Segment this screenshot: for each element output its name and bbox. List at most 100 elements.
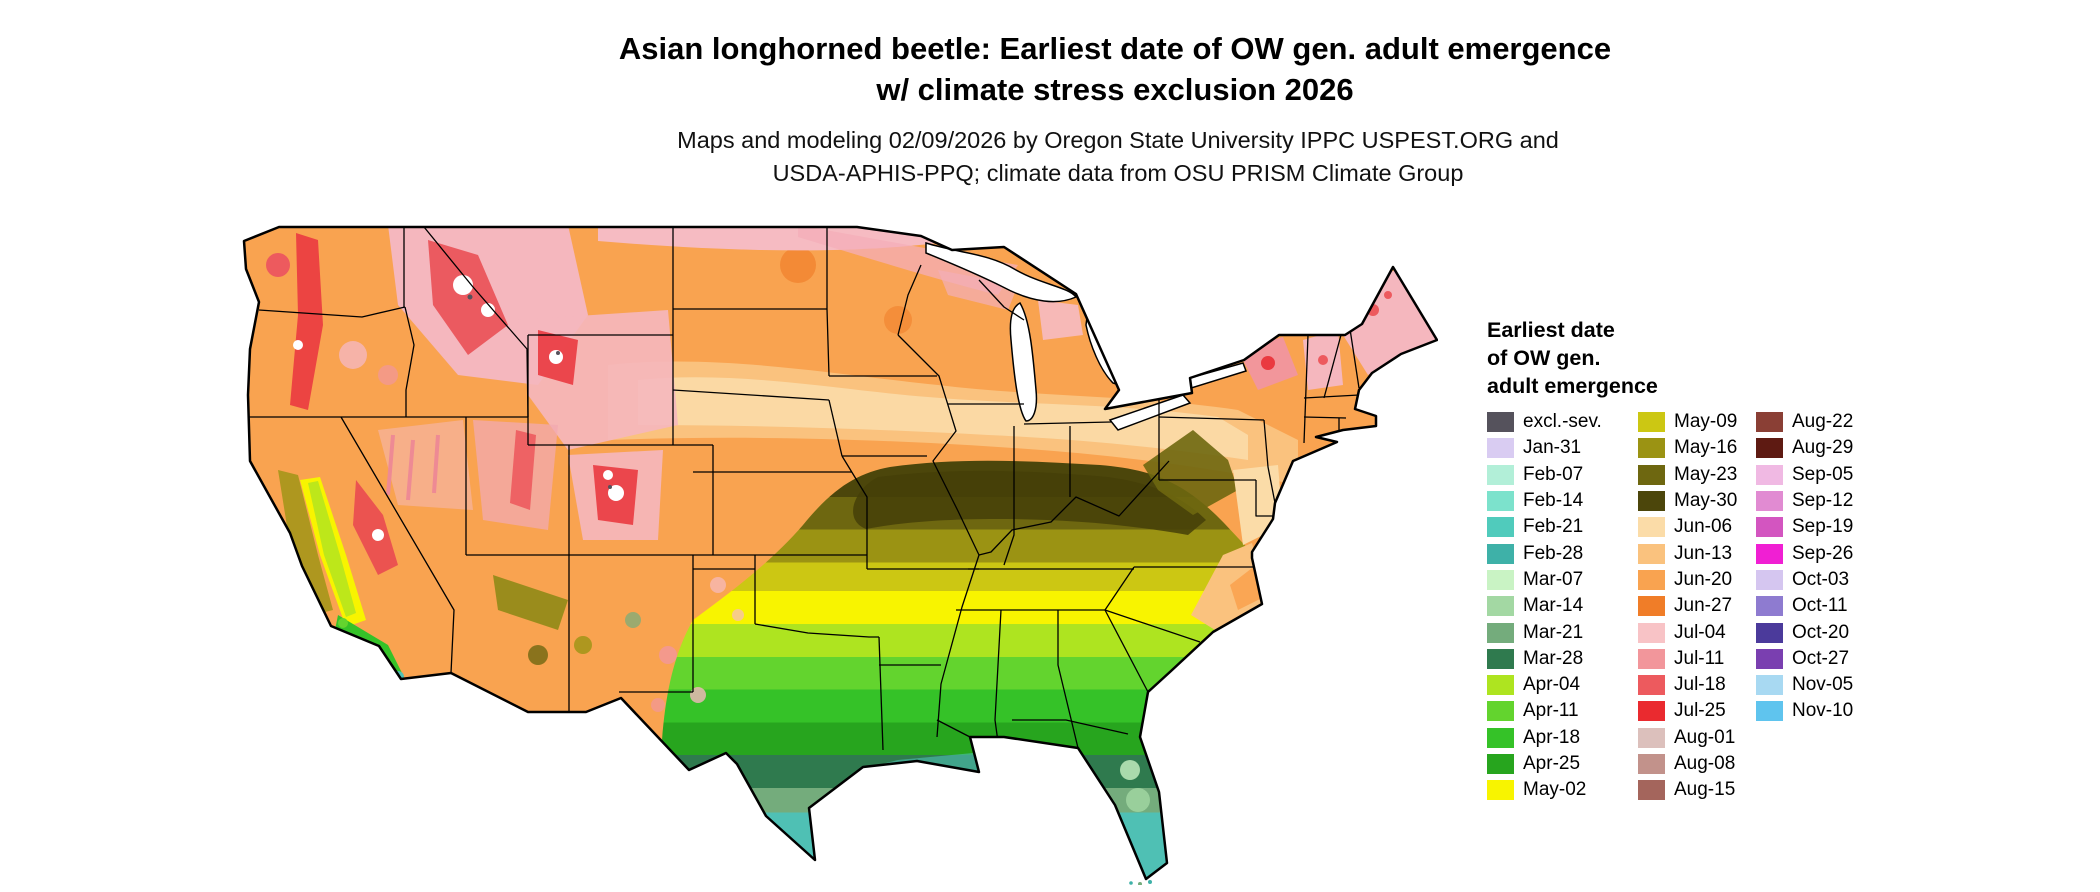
legend-label: Apr-25 (1523, 753, 1581, 774)
legend-entry: Feb-07 (1487, 462, 1638, 488)
legend-swatch (1487, 464, 1514, 485)
legend-label: Jul-11 (1674, 647, 1725, 669)
legend-label: May-30 (1674, 490, 1738, 512)
legend-swatch (1756, 675, 1783, 696)
legend-swatch (1487, 622, 1514, 643)
legend-label: Apr-11 (1523, 700, 1579, 722)
legend-swatch (1756, 438, 1783, 459)
legend: Earliest date of OW gen. adult emergence… (1487, 316, 1853, 803)
legend-entry: May-30 (1638, 488, 1756, 514)
legend-label: Oct-03 (1792, 568, 1850, 590)
legend-entry: Jun-13 (1638, 540, 1756, 566)
legend-entry: Aug-22 (1756, 409, 1853, 435)
legend-label: excl.-sev. (1523, 411, 1602, 433)
legend-column: May-09 May-16 May-23 May-30 Jun-06 Jun-13 Jun-… (1638, 409, 1756, 803)
legend-swatch (1638, 464, 1665, 485)
legend-label: Feb-14 (1523, 490, 1584, 512)
legend-entry: excl.-sev. (1487, 409, 1638, 435)
legend-swatch (1756, 491, 1783, 512)
legend-entry: Sep-05 (1756, 462, 1853, 488)
legend-label: May-09 (1674, 411, 1738, 433)
legend-label: Jan-31 (1523, 437, 1582, 459)
legend-label: Jul-25 (1674, 700, 1726, 722)
legend-entry: Jan-31 (1487, 435, 1638, 461)
legend-swatch (1638, 701, 1665, 722)
legend-entry: Aug-08 (1638, 751, 1756, 777)
legend-column: excl.-sev. Jan-31 Feb-07 Feb-14 Feb-21 Feb-28… (1487, 409, 1638, 803)
legend-label: Nov-10 (1792, 700, 1854, 722)
legend-entry: Oct-27 (1756, 646, 1853, 672)
legend-entry: Aug-01 (1638, 725, 1756, 751)
legend-label: Mar-07 (1523, 568, 1584, 590)
legend-entry: Oct-03 (1756, 567, 1853, 593)
legend-swatch (1487, 517, 1514, 538)
legend-swatch (1487, 780, 1514, 801)
legend-entry: Mar-07 (1487, 567, 1638, 593)
legend-label: Aug-08 (1674, 753, 1736, 774)
legend-swatch (1638, 438, 1665, 459)
legend-swatch (1638, 727, 1665, 748)
legend-label: Jun-13 (1674, 542, 1733, 564)
legend-swatch (1638, 780, 1665, 801)
legend-label: May-02 (1523, 779, 1587, 801)
legend-title-line1: Earliest date (1487, 318, 1615, 342)
legend-entry: Jun-20 (1638, 567, 1756, 593)
legend-swatch (1756, 543, 1783, 564)
legend-entry: Aug-15 (1638, 777, 1756, 803)
legend-label: Jul-18 (1674, 674, 1726, 696)
legend-entry: May-23 (1638, 462, 1756, 488)
legend-label: Sep-19 (1792, 516, 1854, 538)
legend-entry: Jul-11 (1638, 646, 1756, 672)
legend-entry: Jul-25 (1638, 698, 1756, 724)
legend-entry: Sep-12 (1756, 488, 1853, 514)
legend-entry: Jun-27 (1638, 593, 1756, 619)
legend-label: Oct-27 (1792, 647, 1850, 669)
legend-label: Oct-11 (1792, 595, 1848, 617)
legend-swatch (1756, 569, 1783, 590)
legend-label: Jun-20 (1674, 568, 1733, 590)
legend-entry: Feb-14 (1487, 488, 1638, 514)
legend-swatch (1638, 754, 1665, 774)
legend-swatch (1638, 491, 1665, 512)
legend-label: Mar-21 (1523, 621, 1584, 643)
legend-column: Aug-22 Aug-29 Sep-05 Sep-12 Sep-19 Sep-26 Oct-… (1756, 409, 1853, 803)
legend-swatch (1638, 517, 1665, 538)
legend-swatch (1756, 701, 1783, 722)
map-subtitle: Maps and modeling 02/09/2026 by Oregon S… (677, 124, 1559, 190)
legend-swatch (1756, 596, 1783, 617)
legend-entry: Jul-18 (1638, 672, 1756, 698)
florida-keys (1129, 880, 1152, 886)
legend-swatch (1487, 438, 1514, 459)
legend-entry: Nov-10 (1756, 698, 1853, 724)
state-boundaries (248, 227, 1360, 751)
legend-swatch (1638, 596, 1665, 617)
legend-columns: excl.-sev. Jan-31 Feb-07 Feb-14 Feb-21 Feb-28… (1487, 409, 1853, 803)
map-title: Asian longhorned beetle: Earliest date o… (619, 28, 1611, 110)
legend-swatch (1638, 543, 1665, 564)
legend-label: Mar-14 (1523, 595, 1584, 617)
legend-entry: Sep-19 (1756, 514, 1853, 540)
legend-entry: Apr-25 (1487, 751, 1638, 777)
us-emergence-map (238, 225, 1439, 886)
legend-entry: May-02 (1487, 777, 1638, 803)
legend-label: Jun-06 (1674, 516, 1733, 538)
legend-label: May-23 (1674, 463, 1738, 485)
legend-title-line2: of OW gen. (1487, 346, 1601, 370)
legend-swatch (1487, 491, 1514, 512)
legend-label: Aug-01 (1674, 726, 1736, 748)
legend-entry: Sep-26 (1756, 540, 1853, 566)
legend-label: Sep-26 (1792, 542, 1854, 564)
legend-swatch (1487, 648, 1514, 669)
legend-entry: Feb-28 (1487, 540, 1638, 566)
legend-label: Jul-04 (1674, 621, 1726, 643)
legend-swatch (1638, 569, 1665, 590)
legend-swatch (1638, 622, 1665, 643)
legend-entry: May-16 (1638, 435, 1756, 461)
legend-label: Feb-21 (1523, 516, 1584, 538)
legend-label: Oct-20 (1792, 621, 1850, 643)
map-subtitle-line2: USDA-APHIS-PPQ; climate data from OSU PR… (772, 160, 1464, 186)
legend-label: Feb-28 (1523, 542, 1584, 564)
legend-entry: Feb-21 (1487, 514, 1638, 540)
legend-entry: Jun-06 (1638, 514, 1756, 540)
